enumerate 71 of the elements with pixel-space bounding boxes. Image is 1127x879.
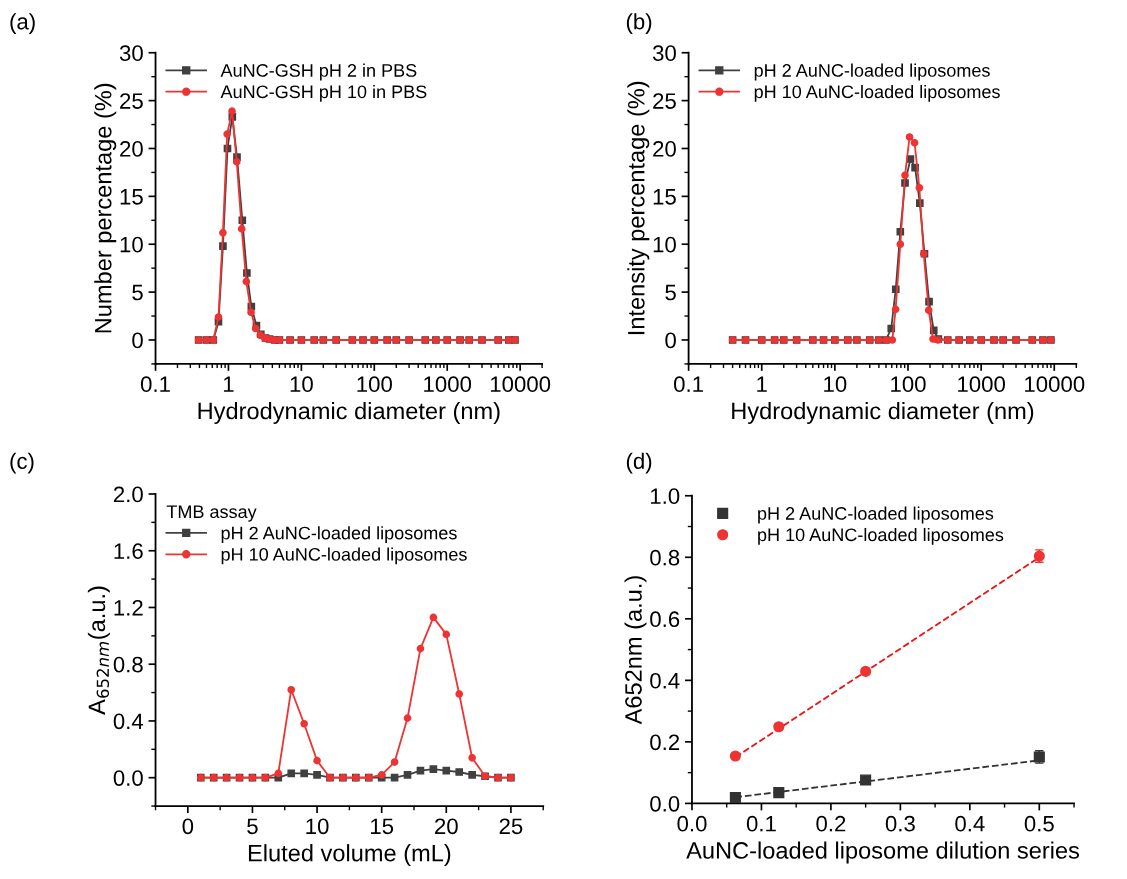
x-tick-label: 10 — [290, 376, 313, 393]
y-tick-label: 20 — [653, 141, 676, 157]
y-axis-title: A$_{652nm}$(a.u.) — [87, 586, 110, 715]
y-tick-label: 0 — [665, 332, 676, 349]
y-tick-label: 25 — [653, 93, 676, 109]
y-tick-label: 0.8 — [113, 656, 143, 673]
text: (c) — [10, 452, 34, 474]
y-tick-label: 30 — [652, 45, 676, 62]
y-tick-label: 0.8 — [650, 549, 680, 566]
x-tick-label: 0.3 — [885, 815, 915, 832]
x-tick-label: 10 — [306, 818, 329, 835]
y-tick-label: 30 — [119, 45, 143, 62]
legend-label: pH 2 AuNC-loaded liposomes — [758, 506, 994, 524]
x-tick-label: 1 — [223, 376, 234, 392]
legend-label: pH 10 AuNC-loaded liposomes — [758, 527, 1004, 545]
y-tick-label: 0.6 — [650, 611, 680, 628]
y-tick-label: 1.2 — [114, 600, 143, 616]
text: (a) — [10, 13, 35, 34]
legend-label: pH 2 AuNC-loaded liposomes — [754, 63, 990, 81]
legend-label: pH 2 AuNC-loaded liposomes — [221, 526, 457, 544]
legend-label: AuNC-GSH pH 2 in PBS — [220, 63, 417, 81]
y-tick-label: 15 — [120, 189, 143, 205]
y-tick-label: 2.0 — [113, 486, 143, 503]
y-tick-label: 5 — [132, 284, 143, 301]
x-axis-title: AuNC-loaded liposome dilution series — [686, 841, 1080, 864]
y-tick-label: 25 — [120, 93, 143, 109]
legend-label: pH 10 AuNC-loaded liposomes — [221, 547, 467, 565]
y-tick-label: 1.6 — [114, 543, 143, 559]
x-tick-label: 10000 — [490, 376, 551, 393]
x-tick-label: 5 — [247, 818, 258, 835]
y-axis-title: Intensity percentage (%) — [627, 81, 650, 335]
y-tick-label: 0.0 — [113, 770, 143, 786]
x-tick-label: 10 — [824, 376, 847, 393]
x-tick-label: 1000 — [958, 376, 1005, 393]
x-tick-label: 20 — [435, 818, 458, 835]
x-tick-label: 0.1 — [746, 815, 776, 832]
legend-label: AuNC-GSH pH 10 in PBS — [220, 84, 427, 102]
x-axis-title: Hydrodynamic diameter (nm) — [198, 401, 500, 424]
y-tick-label: 1.0 — [650, 488, 680, 505]
text: (b) — [626, 13, 652, 34]
y-tick-label: 15 — [653, 189, 676, 205]
y-tick-label: 0 — [132, 332, 143, 349]
y-tick-label: 0.0 — [650, 795, 680, 812]
x-tick-label: 10000 — [1025, 376, 1085, 393]
x-tick-label: 0.1 — [140, 376, 170, 393]
x-tick-label: 0.1 — [674, 376, 703, 393]
x-tick-label: 1 — [757, 376, 767, 392]
y-tick-label: 10 — [120, 236, 143, 253]
y-tick-label: 20 — [120, 141, 143, 157]
y-tick-label: 0.2 — [650, 734, 680, 751]
x-tick-label: 1000 — [424, 376, 472, 393]
x-tick-label: 0.0 — [677, 815, 707, 832]
y-axis-title: Number percentage (%) — [94, 83, 117, 333]
x-tick-label: 0.2 — [816, 815, 846, 832]
x-axis-title: Eluted volume (mL) — [248, 844, 451, 867]
y-axis-title: A652nm (a.u.) — [624, 576, 647, 725]
x-tick-label: 25 — [499, 818, 523, 835]
x-axis-title: Hydrodynamic diameter (nm) — [732, 401, 1034, 424]
x-tick-label: 100 — [357, 376, 392, 393]
x-tick-label: 15 — [371, 818, 394, 835]
x-tick-label: 0.4 — [955, 815, 985, 832]
legend-label: pH 10 AuNC-loaded liposomes — [754, 84, 1000, 102]
text: (d) — [626, 452, 652, 474]
x-tick-label: 0 — [182, 818, 194, 835]
y-tick-label: 10 — [653, 236, 676, 253]
x-tick-label: 100 — [891, 376, 926, 393]
y-tick-label: 5 — [665, 284, 676, 301]
y-tick-label: 0.4 — [113, 713, 144, 730]
legend-title: TMB assay — [166, 505, 257, 522]
y-tick-label: 0.4 — [650, 672, 680, 689]
x-tick-label: 0.5 — [1024, 815, 1054, 832]
